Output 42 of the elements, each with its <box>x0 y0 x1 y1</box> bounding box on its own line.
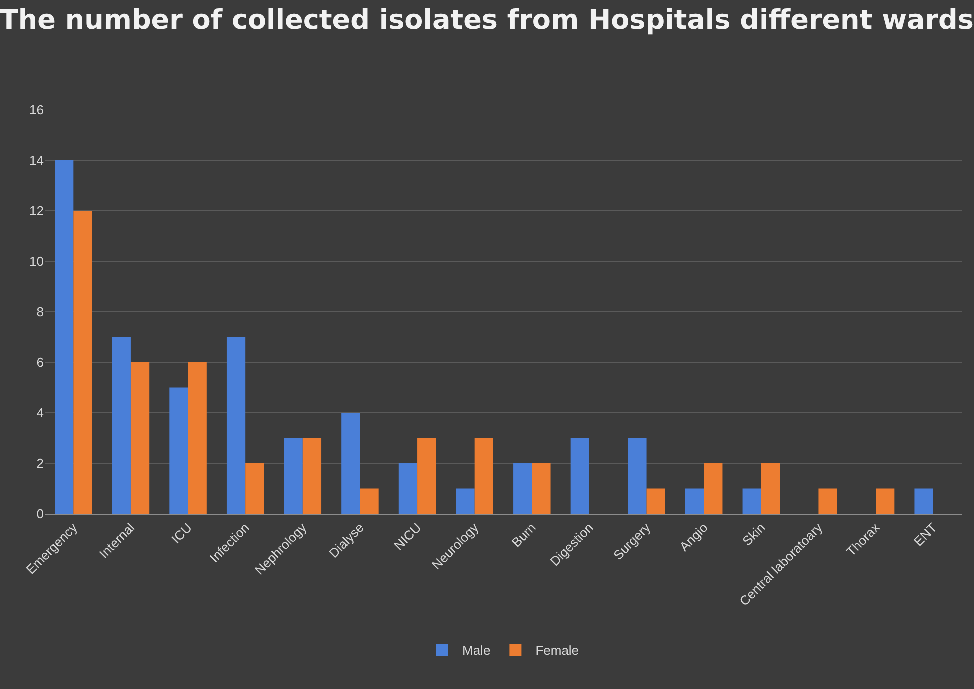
bar <box>188 362 207 514</box>
y-tick-label: 8 <box>36 304 44 320</box>
bar <box>685 488 704 514</box>
y-tick-label: 6 <box>36 355 44 370</box>
bar <box>570 438 590 514</box>
y-tick-label: 10 <box>30 254 44 270</box>
y-tick-label: 14 <box>30 153 44 168</box>
bar <box>532 464 551 514</box>
bar <box>628 438 647 514</box>
y-tick-label: 12 <box>30 204 44 219</box>
bar <box>818 488 838 514</box>
y-tick-label: 2 <box>36 456 44 472</box>
y-tick-label: 16 <box>30 102 44 118</box>
bar <box>342 413 360 514</box>
legend-label: Female <box>536 643 580 658</box>
bar <box>398 464 418 514</box>
bar <box>704 464 723 514</box>
bar <box>284 438 303 514</box>
x-tick-label: ICU <box>168 520 195 547</box>
bar <box>360 488 379 514</box>
bar <box>74 211 92 514</box>
bar <box>55 160 74 514</box>
bar <box>456 488 475 514</box>
y-tick-label: 0 <box>36 506 44 522</box>
bar <box>646 488 666 514</box>
legend-label: Male <box>462 643 491 658</box>
bar <box>742 488 762 514</box>
bar <box>761 464 780 514</box>
bar <box>226 337 246 514</box>
bar <box>170 388 188 514</box>
bar <box>418 438 436 514</box>
bar <box>112 337 131 514</box>
bar <box>302 438 322 514</box>
bar <box>474 438 494 514</box>
bar <box>246 464 264 514</box>
bar <box>514 464 532 514</box>
bar <box>914 488 934 514</box>
y-tick-label: 4 <box>36 406 44 421</box>
bar <box>130 362 150 514</box>
bar <box>876 488 895 514</box>
chart-title: The number of collected isolates from Hospitals different wards <box>0 5 974 36</box>
x-tick-label: Skin <box>740 520 768 549</box>
